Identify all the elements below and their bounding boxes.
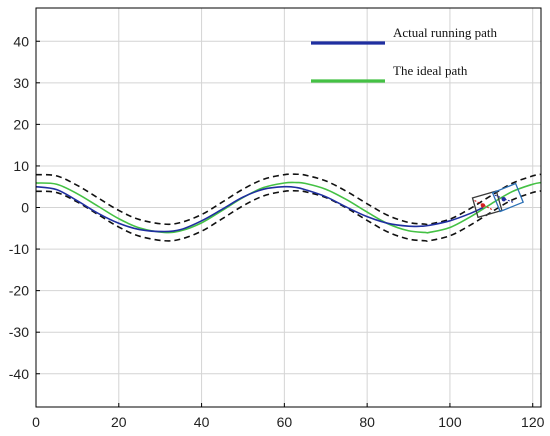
vehicle-body	[491, 182, 525, 213]
lane-boundary-line	[35, 173, 542, 226]
legend: Actual running path The ideal path	[311, 25, 497, 83]
legend-label: Actual running path	[393, 25, 497, 40]
vehicles	[471, 182, 525, 219]
x-tick-label: 120	[521, 414, 545, 430]
x-tick-label: 100	[438, 414, 462, 430]
path-series	[35, 181, 542, 234]
y-tick-label: 10	[13, 158, 29, 174]
y-tick-label: -10	[9, 241, 29, 257]
x-tick-label: 60	[277, 414, 293, 430]
ideal-path-line	[35, 181, 542, 234]
y-tick-label: 30	[13, 75, 29, 91]
y-tick-label: -40	[9, 366, 29, 382]
x-tick-label: 0	[32, 414, 40, 430]
x-tick-label: 40	[194, 414, 210, 430]
actual-path-line	[35, 185, 484, 233]
vehicle-body	[471, 190, 503, 219]
lane-boundaries	[35, 173, 542, 242]
lane-boundary-line	[35, 189, 542, 242]
y-tick-label: -30	[9, 324, 29, 340]
y-tick-label: 40	[13, 33, 29, 49]
x-tick-label: 80	[359, 414, 375, 430]
y-tick-label: -20	[9, 283, 29, 299]
legend-label: The ideal path	[393, 63, 468, 78]
y-tick-label: 0	[21, 200, 29, 216]
vehicle-1	[471, 190, 503, 219]
x-tick-label: 20	[111, 414, 127, 430]
y-tick-label: 20	[13, 116, 29, 132]
vehicle-2	[491, 182, 525, 213]
grid-lines	[36, 8, 541, 407]
